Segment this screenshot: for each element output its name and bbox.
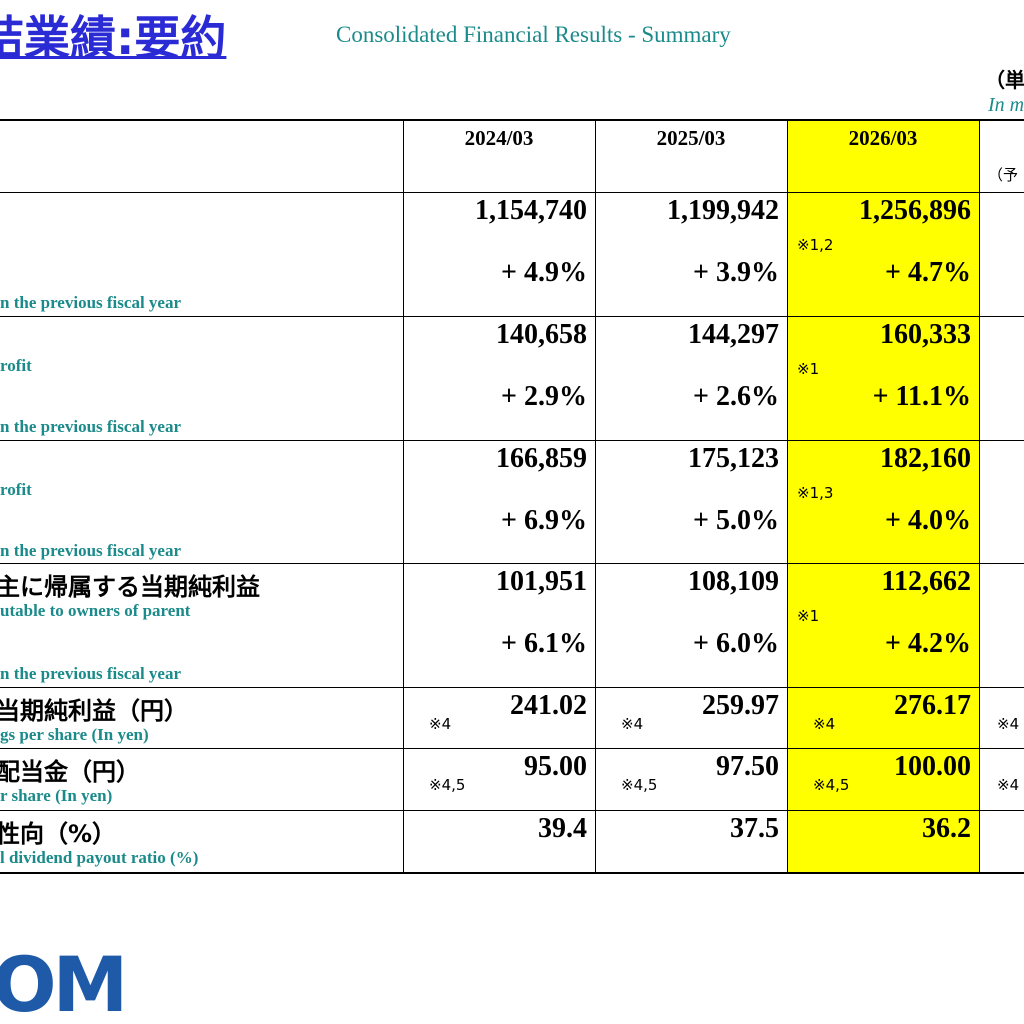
logo: OM	[0, 940, 128, 1024]
cell-note: ※4	[813, 715, 836, 733]
highlight-column	[787, 119, 979, 872]
row-label-en: rofit	[0, 480, 32, 499]
cell-value: 182,160	[880, 443, 971, 474]
cell-note: ※4,5	[429, 776, 466, 794]
row-border	[0, 872, 1024, 874]
cell-note: ※4,5	[621, 776, 658, 794]
row-label: 性向（%）	[0, 820, 117, 848]
cell-value: 1,256,896	[859, 195, 971, 226]
cell-note: ※4	[621, 715, 644, 733]
cell-note: ※4,5	[813, 776, 850, 794]
cell-note: ※1,2	[797, 236, 834, 254]
column-border	[595, 119, 596, 872]
column-border	[979, 119, 980, 872]
cell-growth: + 6.9%	[501, 505, 587, 536]
cell-growth: + 4.7%	[885, 257, 971, 288]
cell-growth: + 6.0%	[693, 628, 779, 659]
row-label-en: rofit	[0, 356, 32, 375]
cell-value: 241.02	[510, 690, 587, 721]
cell-growth: + 2.6%	[693, 381, 779, 412]
cell-growth: + 4.2%	[885, 628, 971, 659]
cell-value: 1,199,942	[667, 195, 779, 226]
row-label-en: r share (In yen)	[0, 786, 113, 805]
cell-value: 276.17	[894, 690, 971, 721]
cell-value: 160,333	[880, 319, 971, 350]
row-label: 配当金（円）	[0, 758, 140, 786]
cell-growth: + 4.9%	[501, 257, 587, 288]
unit-label: （単	[985, 68, 1024, 92]
cell-value: 37.5	[730, 813, 779, 844]
forecast-note: ※4	[997, 776, 1020, 794]
cell-value: 95.00	[524, 751, 587, 782]
growth-label: n the previous fiscal year	[0, 664, 182, 683]
cell-value: 36.2	[922, 813, 971, 844]
unit-label-en: In m	[988, 94, 1024, 116]
cell-value: 39.4	[538, 813, 587, 844]
cell-growth: + 4.0%	[885, 505, 971, 536]
column-header: 2026/03	[848, 126, 918, 150]
cell-value: 166,859	[496, 443, 587, 474]
cell-value: 1,154,740	[475, 195, 587, 226]
cell-note: ※1	[797, 360, 820, 378]
row-border	[0, 810, 1024, 811]
cell-note: ※4	[429, 715, 452, 733]
cell-value: 112,662	[881, 566, 971, 597]
cell-value: 140,658	[496, 319, 587, 350]
cell-value: 100.00	[894, 751, 971, 782]
row-border	[0, 687, 1024, 688]
cell-value: 144,297	[688, 319, 779, 350]
row-border	[0, 440, 1024, 441]
row-border	[0, 316, 1024, 317]
cell-growth: + 6.1%	[501, 628, 587, 659]
growth-label: n the previous fiscal year	[0, 541, 182, 560]
row-label-en: gs per share (In yen)	[0, 725, 149, 744]
forecast-note: ※4	[997, 715, 1020, 733]
column-header: 2025/03	[656, 126, 726, 150]
cell-value: 108,109	[688, 566, 779, 597]
row-label: 主に帰属する当期純利益	[0, 573, 260, 601]
cell-value: 101,951	[496, 566, 587, 597]
cell-growth: + 3.9%	[693, 257, 779, 288]
column-border	[787, 119, 788, 872]
title: 結業績:要約	[0, 11, 227, 65]
growth-label: n the previous fiscal year	[0, 417, 182, 436]
row-border	[0, 563, 1024, 564]
cell-growth: + 5.0%	[693, 505, 779, 536]
row-label-en: utable to owners of parent	[0, 601, 191, 620]
column-header: 2024/03	[464, 126, 534, 150]
cell-growth: + 11.1%	[872, 381, 971, 412]
cell-note: ※1	[797, 607, 820, 625]
cell-value: 259.97	[702, 690, 779, 721]
forecast-label: （予	[988, 166, 1019, 184]
row-border	[0, 192, 1024, 193]
cell-growth: + 2.9%	[501, 381, 587, 412]
row-border	[0, 119, 1024, 121]
growth-label: n the previous fiscal year	[0, 293, 182, 312]
row-label: 当期純利益（円）	[0, 697, 188, 725]
subtitle: Consolidated Financial Results - Summary	[336, 22, 731, 47]
row-label-en: l dividend payout ratio (%)	[0, 848, 199, 867]
cell-value: 175,123	[688, 443, 779, 474]
column-border	[403, 119, 404, 872]
cell-note: ※1,3	[797, 484, 834, 502]
cell-value: 97.50	[716, 751, 779, 782]
row-border	[0, 748, 1024, 749]
